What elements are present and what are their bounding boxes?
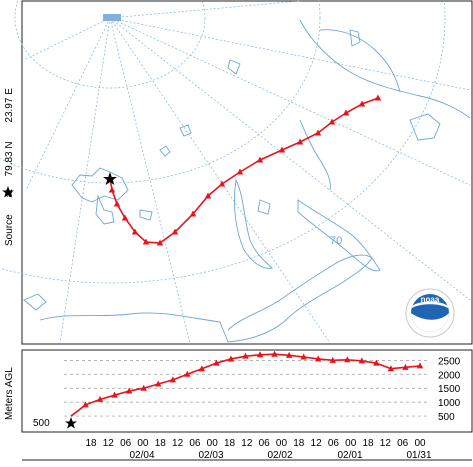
height-point: [169, 376, 176, 383]
date-tick-label: 01/31: [406, 450, 431, 461]
height-point: [373, 359, 380, 366]
map-graticule: [0, 0, 471, 344]
trajectory-marker: [358, 100, 366, 107]
height-point: [242, 352, 249, 359]
trajectory-marker: [113, 200, 121, 207]
height-gridlines: [64, 360, 430, 417]
hour-tick-label: 06: [259, 438, 271, 449]
height-point: [402, 363, 409, 370]
source-lat: 79.83 N: [4, 141, 15, 176]
height-ylabel: Meters AGL: [4, 367, 15, 420]
date-tick-label: 02/04: [129, 450, 154, 461]
hour-tick-label: 18: [155, 438, 167, 449]
trajectory-marker: [121, 214, 129, 221]
hour-tick-label: 18: [362, 438, 374, 449]
source-lon: 23.97 E: [4, 88, 15, 123]
height-y-tick-label: 1000: [438, 398, 461, 409]
date-tick-label: 02/01: [337, 450, 362, 461]
height-point: [140, 384, 147, 391]
hour-tick-label: 12: [241, 438, 253, 449]
height-point: [387, 365, 395, 372]
height-start-label: 500: [33, 418, 50, 429]
source-prefix: Source: [4, 214, 15, 246]
height-point: [256, 351, 264, 358]
height-source-star-marker: [65, 417, 77, 429]
trajectory-markers: [108, 94, 382, 246]
trajectory-marker: [342, 109, 350, 116]
height-point: [227, 355, 235, 362]
height-point: [285, 351, 293, 358]
hour-tick-label: 18: [224, 438, 236, 449]
trajectory-marker: [189, 210, 197, 217]
height-y-tick-label: 2500: [438, 356, 461, 367]
svg-text:Meters AGL: Meters AGL: [4, 367, 15, 420]
hour-tick-label: 00: [137, 438, 149, 449]
noaa-logo-icon: noaa: [405, 288, 455, 338]
height-panel: 2500 2000 1500 1000 500 500: [21, 349, 473, 433]
height-point: [198, 365, 206, 372]
height-y-tick-label: 1500: [438, 384, 461, 395]
noaa-logo-text: noaa: [421, 295, 440, 304]
trajectory-marker: [374, 94, 382, 101]
hour-tick-label: 06: [120, 438, 132, 449]
height-y-ticks: 2500 2000 1500 1000 500: [438, 356, 461, 423]
source-label: Source at 79.83 N 23.97 E: [4, 88, 15, 246]
height-point: [300, 353, 307, 360]
coastlines: [23, 14, 471, 343]
hour-tick-label: 06: [328, 438, 340, 449]
height-point: [271, 350, 278, 357]
height-point: [82, 401, 89, 408]
trajectory-marker: [296, 138, 304, 145]
trajectory-marker: [156, 239, 164, 246]
map-panel: 70 noaa: [0, 0, 473, 345]
height-point: [344, 356, 351, 363]
trajectory-marker: [171, 228, 179, 235]
height-point: [358, 357, 366, 364]
trajectory-marker: [131, 228, 139, 235]
height-series-markers: [82, 350, 424, 408]
height-y-tick-label: 500: [438, 412, 455, 423]
height-y-tick-label: 2000: [438, 370, 461, 381]
trajectory-marker: [328, 118, 336, 125]
height-point: [111, 391, 118, 398]
hour-tick-label: 00: [414, 438, 426, 449]
svg-text:Source at 79.83 N: Source at 79.83 N 23.97 E: [4, 88, 15, 246]
trajectory-marker: [236, 168, 244, 175]
hour-tick-label: 00: [207, 438, 219, 449]
hour-tick-label: 12: [103, 438, 115, 449]
date-tick-label: 02/03: [198, 450, 223, 461]
height-point: [213, 359, 220, 366]
trajectory-marker: [218, 180, 226, 187]
height-point: [155, 380, 162, 387]
hour-tick-label: 12: [311, 438, 323, 449]
trajectory-marker: [142, 238, 150, 245]
date-tick-label: 02/02: [267, 450, 292, 461]
hour-tick-label: 18: [293, 438, 305, 449]
trajectory-marker: [314, 129, 322, 136]
time-axis: 18 12 06 00 18 12 06 00 18 12 06 00 18 12 06 00 18 12 06 00…: [22, 438, 472, 461]
hour-tick-label: 18: [85, 438, 97, 449]
source-label-star-icon: [2, 186, 14, 198]
hour-tick-label: 06: [189, 438, 201, 449]
meridian-label: 70: [330, 235, 342, 247]
source-star-marker: [103, 172, 117, 185]
height-point: [184, 370, 191, 377]
trajectory-marker: [256, 156, 264, 163]
trajectory-marker: [204, 192, 212, 199]
height-point: [329, 356, 336, 363]
hour-tick-label: 12: [380, 438, 392, 449]
hour-tick-label: 00: [276, 438, 288, 449]
height-point: [125, 387, 133, 394]
trajectory-marker: [108, 186, 116, 193]
height-point: [96, 395, 104, 402]
trajectory-marker: [278, 146, 286, 153]
hour-tick-label: 00: [345, 438, 357, 449]
height-point: [315, 355, 322, 362]
hour-tick-label: 12: [172, 438, 184, 449]
hour-tick-label: 06: [397, 438, 409, 449]
height-point: [416, 362, 424, 369]
